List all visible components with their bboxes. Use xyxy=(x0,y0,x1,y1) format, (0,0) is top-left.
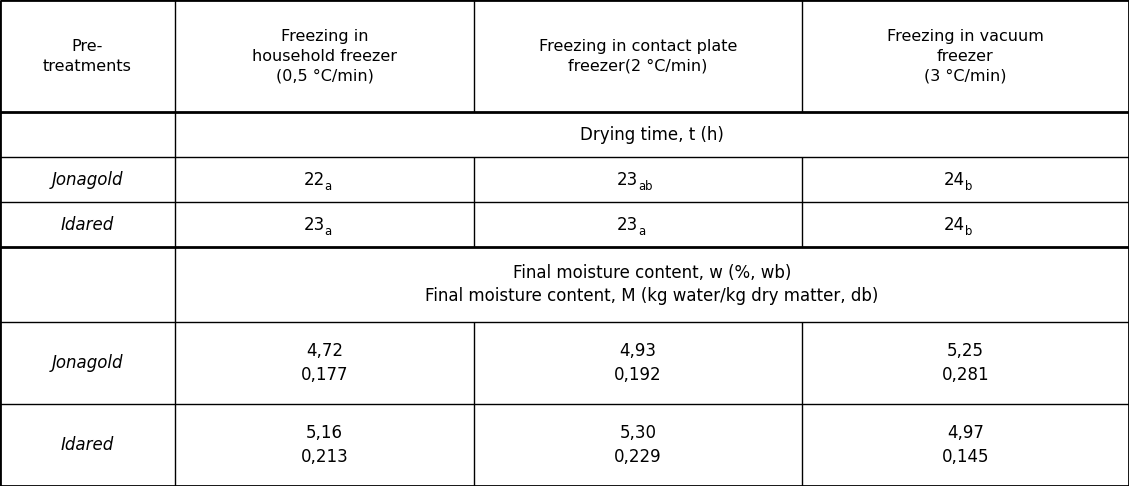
Text: Jonagold: Jonagold xyxy=(52,354,123,372)
Text: Drying time, t (h): Drying time, t (h) xyxy=(580,126,724,144)
Text: 24: 24 xyxy=(944,216,965,234)
Text: b: b xyxy=(965,180,973,193)
Text: Idared: Idared xyxy=(61,216,114,234)
Text: 24: 24 xyxy=(944,171,965,189)
Text: 5,16
0,213: 5,16 0,213 xyxy=(300,424,349,466)
Text: 23: 23 xyxy=(616,171,638,189)
Text: Freezing in
household freezer
(0,5 °C/min): Freezing in household freezer (0,5 °C/mi… xyxy=(252,29,397,84)
Text: Final moisture content, w (%, wb)
Final moisture content, M (kg water/kg dry mat: Final moisture content, w (%, wb) Final … xyxy=(426,263,878,305)
Text: b: b xyxy=(965,225,973,238)
Text: Freezing in contact plate
freezer(2 °C/min): Freezing in contact plate freezer(2 °C/m… xyxy=(539,39,737,73)
Text: a: a xyxy=(325,225,332,238)
Text: Pre-
treatments: Pre- treatments xyxy=(43,39,132,73)
Text: a: a xyxy=(325,180,332,193)
Text: 5,25
0,281: 5,25 0,281 xyxy=(942,342,989,383)
Text: Idared: Idared xyxy=(61,436,114,454)
Text: 4,97
0,145: 4,97 0,145 xyxy=(942,424,989,466)
Text: 4,72
0,177: 4,72 0,177 xyxy=(300,342,349,383)
Text: 4,93
0,192: 4,93 0,192 xyxy=(614,342,662,383)
Text: ab: ab xyxy=(638,180,653,193)
Text: 22: 22 xyxy=(304,171,325,189)
Text: Jonagold: Jonagold xyxy=(52,171,123,189)
Text: Freezing in vacuum
freezer
(3 °C/min): Freezing in vacuum freezer (3 °C/min) xyxy=(887,29,1043,84)
Text: a: a xyxy=(638,225,645,238)
Text: 5,30
0,229: 5,30 0,229 xyxy=(614,424,662,466)
Text: 23: 23 xyxy=(616,216,638,234)
Text: 23: 23 xyxy=(304,216,325,234)
